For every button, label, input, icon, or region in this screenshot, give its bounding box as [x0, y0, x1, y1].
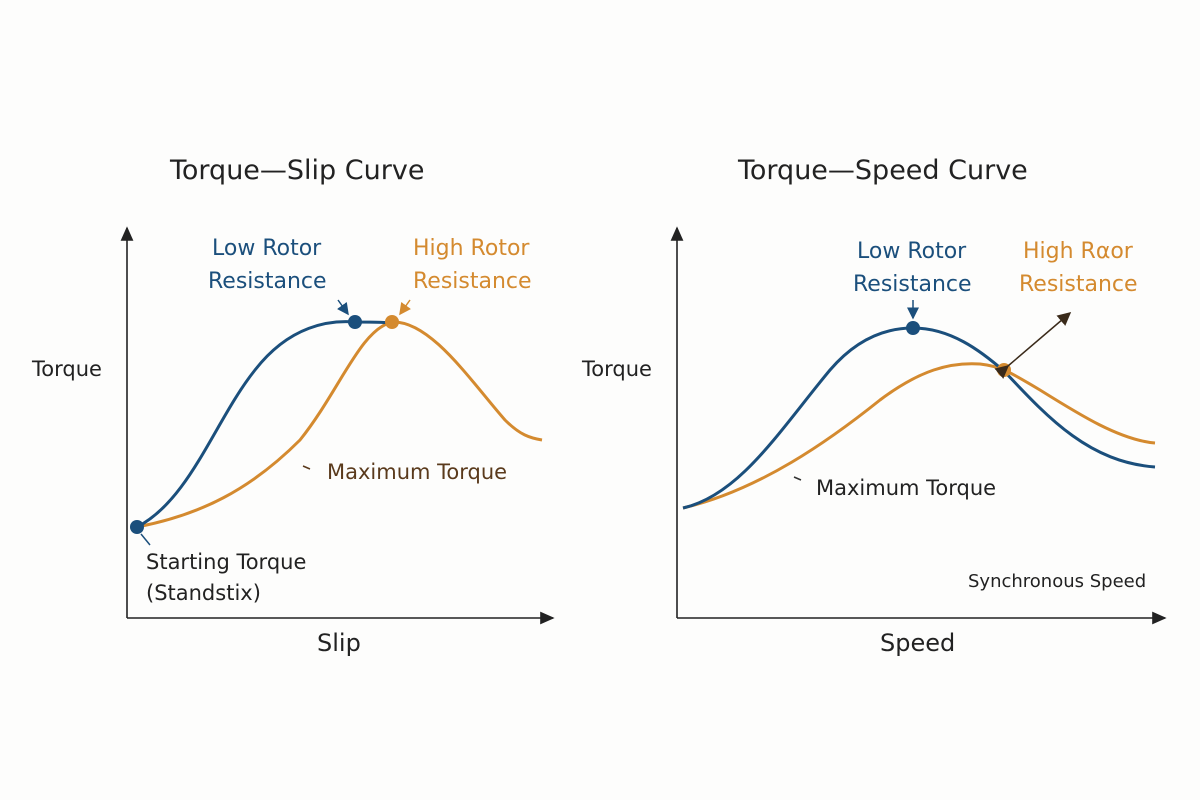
right-high-double-arrow-icon — [994, 312, 1072, 379]
right-low-label: Low Rotor Resistance — [853, 239, 973, 297]
left-starting-torque-point — [130, 520, 144, 534]
left-start-label: Starting Torque (Standstix) — [146, 550, 313, 605]
right-high-resistance-curve — [682, 362, 1156, 510]
right-y-label: Torque — [581, 357, 652, 381]
left-low-max-point — [348, 315, 362, 329]
left-title: Torque—Slip Curve — [169, 155, 424, 186]
left-low-arrow-icon — [337, 299, 349, 316]
left-y-label: Torque — [31, 357, 102, 381]
torque-speed-chart: Torque—Speed Curve Torque Speed Low Roto… — [581, 155, 1167, 657]
right-max-label: Maximum Torque — [816, 476, 996, 500]
left-start-arrow-icon — [140, 533, 151, 546]
right-x-label: Speed — [880, 629, 955, 657]
right-title: Torque—Speed Curve — [737, 155, 1028, 186]
left-low-resistance-curve — [136, 320, 393, 529]
left-low-label: Low Rotor Resistance — [208, 236, 328, 294]
left-max-label: Maximum Torque — [327, 460, 507, 484]
left-high-max-point — [385, 315, 399, 329]
left-high-resistance-curve — [136, 320, 543, 529]
right-low-max-point — [906, 321, 920, 335]
left-x-label: Slip — [317, 629, 361, 657]
left-max-tick — [302, 465, 311, 470]
torque-slip-chart: Torque—Slip Curve Torque Slip Low Rotor … — [31, 155, 555, 657]
right-high-label: High Rαor Resistance — [1019, 239, 1140, 297]
right-max-tick — [793, 476, 802, 481]
left-high-label: High Rotor Resistance — [413, 236, 536, 294]
left-high-arrow-icon — [399, 299, 411, 316]
right-sync-label: Synchronous Speed — [968, 571, 1146, 592]
